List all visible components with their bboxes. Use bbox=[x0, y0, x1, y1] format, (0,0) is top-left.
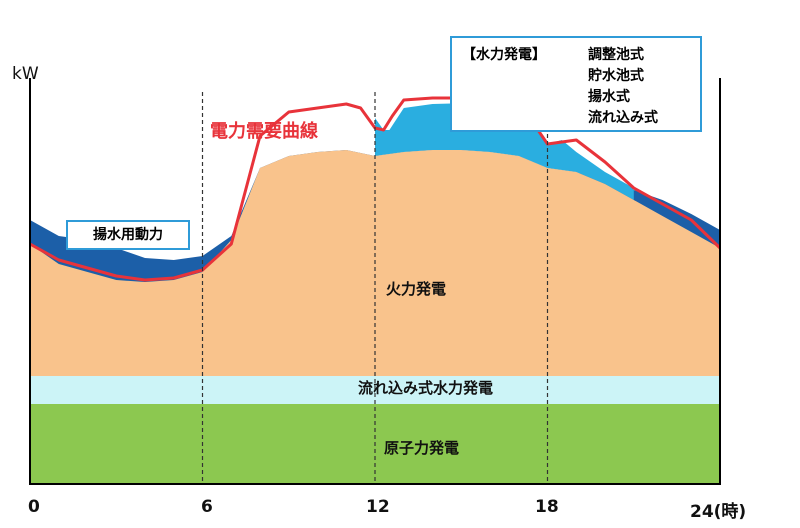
demand-curve-line bbox=[29, 96, 722, 282]
run-of-river-label: 流れ込み式水力発電 bbox=[358, 379, 494, 397]
hydro-legend: 【水力発電】 調整池式 貯水池式 揚水式 流れ込み式 bbox=[450, 36, 702, 132]
nuclear-label: 原子力発電 bbox=[384, 439, 460, 457]
thermal-label: 火力発電 bbox=[386, 280, 447, 298]
legend-heading: 【水力発電】 bbox=[462, 47, 546, 63]
x-tick-label: 0 bbox=[28, 497, 40, 517]
x-tick-label: 6 bbox=[201, 497, 213, 517]
demand-curve-label: 電力需要曲線 bbox=[210, 121, 318, 142]
x-tick-label: 12 bbox=[366, 497, 390, 517]
x-tick-label: 18 bbox=[535, 497, 559, 517]
legend-item: 貯水池式 bbox=[588, 68, 644, 84]
y-axis-label: kW bbox=[12, 64, 39, 84]
legend-item: 調整池式 bbox=[588, 47, 644, 63]
pumping-power-label: 揚水用動力 bbox=[66, 220, 190, 250]
x-tick-label: 24(時) bbox=[690, 502, 747, 522]
legend-item: 揚水式 bbox=[588, 89, 630, 105]
legend-item: 流れ込み式 bbox=[588, 110, 658, 126]
hydro-area bbox=[375, 103, 634, 200]
